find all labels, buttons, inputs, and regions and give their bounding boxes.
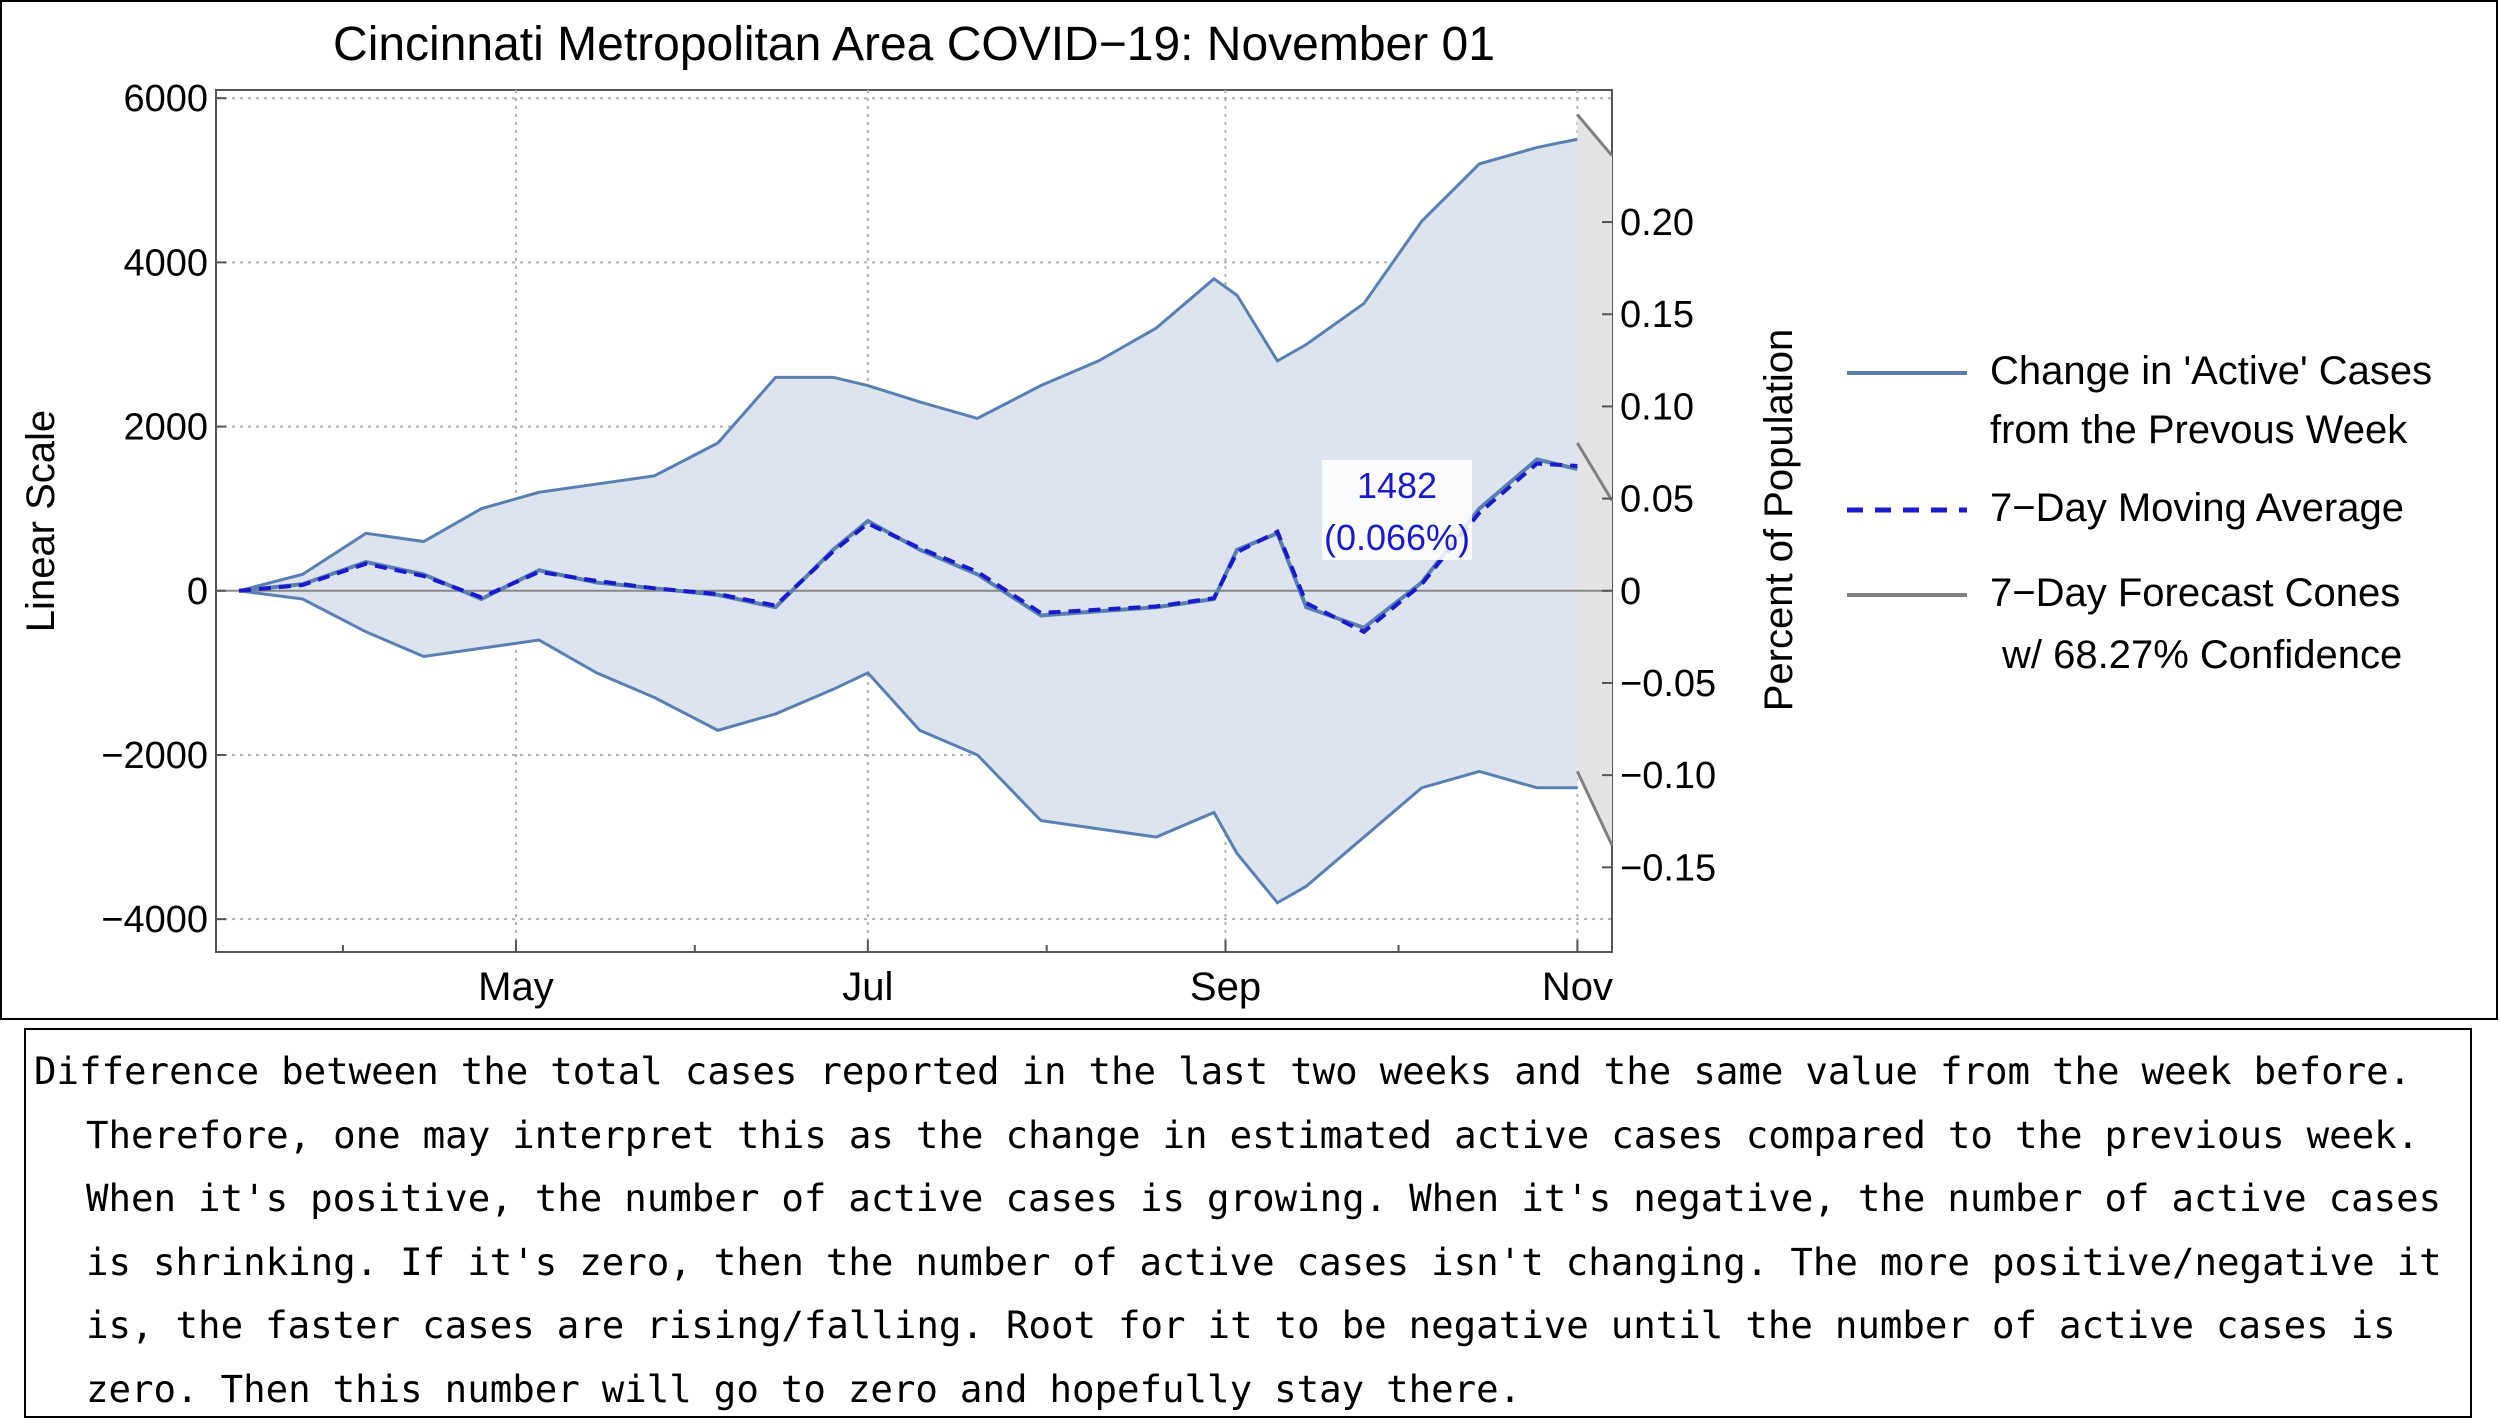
annotation-percent: (0.066%) bbox=[1324, 517, 1470, 558]
legend: Change in 'Active' Cases from the Prevou… bbox=[1847, 349, 2432, 677]
y2-tick-label: −0.05 bbox=[1620, 663, 1716, 705]
forecast-cone-area bbox=[1577, 114, 1612, 846]
caption-text: Difference between the total cases repor… bbox=[34, 1049, 2442, 1411]
legend-label-forecast-line1: 7−Day Forecast Cones bbox=[1990, 571, 2400, 615]
legend-label-change-line2: from the Prevous Week bbox=[1990, 408, 2408, 452]
y2-tick-label: 0.20 bbox=[1620, 202, 1694, 244]
y-axis-label: Linear Scale bbox=[19, 410, 63, 632]
plot-area: −4000 −2000 0 2000 4000 6000 −0.15 −0.10 −0.05 0 0… bbox=[19, 78, 1801, 1009]
chart-frame: Cincinnati Metropolitan Area COVID−19: N… bbox=[0, 0, 2498, 1020]
band-lower-line bbox=[238, 589, 1578, 905]
y2-tick-label: 0.15 bbox=[1620, 294, 1694, 336]
chart: Cincinnati Metropolitan Area COVID−19: N… bbox=[19, 18, 2432, 1009]
x-tick-label: Jul bbox=[842, 965, 893, 1009]
forecast-cone-middle bbox=[1576, 442, 1614, 502]
x-tick-label: May bbox=[478, 965, 554, 1009]
annotation-value: 1482 bbox=[1357, 465, 1437, 506]
confidence-band bbox=[239, 139, 1578, 903]
legend-label-change-line1: Change in 'Active' Cases bbox=[1990, 349, 2432, 393]
y2-axis-label: Percent of Population bbox=[1757, 329, 1801, 711]
chart-title: Cincinnati Metropolitan Area COVID−19: N… bbox=[333, 18, 1495, 71]
y2-tick-label: 0.05 bbox=[1620, 479, 1694, 521]
forecast-cone-lower bbox=[1576, 770, 1614, 846]
y2-tick-label: 0 bbox=[1620, 571, 1641, 613]
y-tick-label: 4000 bbox=[123, 242, 208, 284]
legend-label-forecast-line2: w/ 68.27% Confidence bbox=[2001, 633, 2402, 677]
y-tick-label: −4000 bbox=[101, 899, 208, 941]
y2-tick-label: 0.10 bbox=[1620, 386, 1694, 428]
forecast-cone-upper bbox=[1576, 113, 1614, 157]
y2-tick-label: −0.15 bbox=[1620, 847, 1716, 889]
x-tick-label: Sep bbox=[1190, 965, 1261, 1009]
x-tick-label: Nov bbox=[1542, 965, 1613, 1009]
annotation-box bbox=[1322, 460, 1472, 560]
legend-label-moving-average: 7−Day Moving Average bbox=[1990, 486, 2404, 530]
band-upper-line bbox=[238, 137, 1578, 593]
y-tick-label: 6000 bbox=[123, 78, 208, 120]
series-moving-average-line bbox=[238, 461, 1578, 635]
y-tick-label: −2000 bbox=[101, 735, 208, 777]
y2-tick-label: −0.10 bbox=[1620, 755, 1716, 797]
y-tick-label: 0 bbox=[187, 571, 208, 613]
y-tick-label: 2000 bbox=[123, 407, 208, 449]
caption-box: Difference between the total cases repor… bbox=[24, 1028, 2472, 1418]
